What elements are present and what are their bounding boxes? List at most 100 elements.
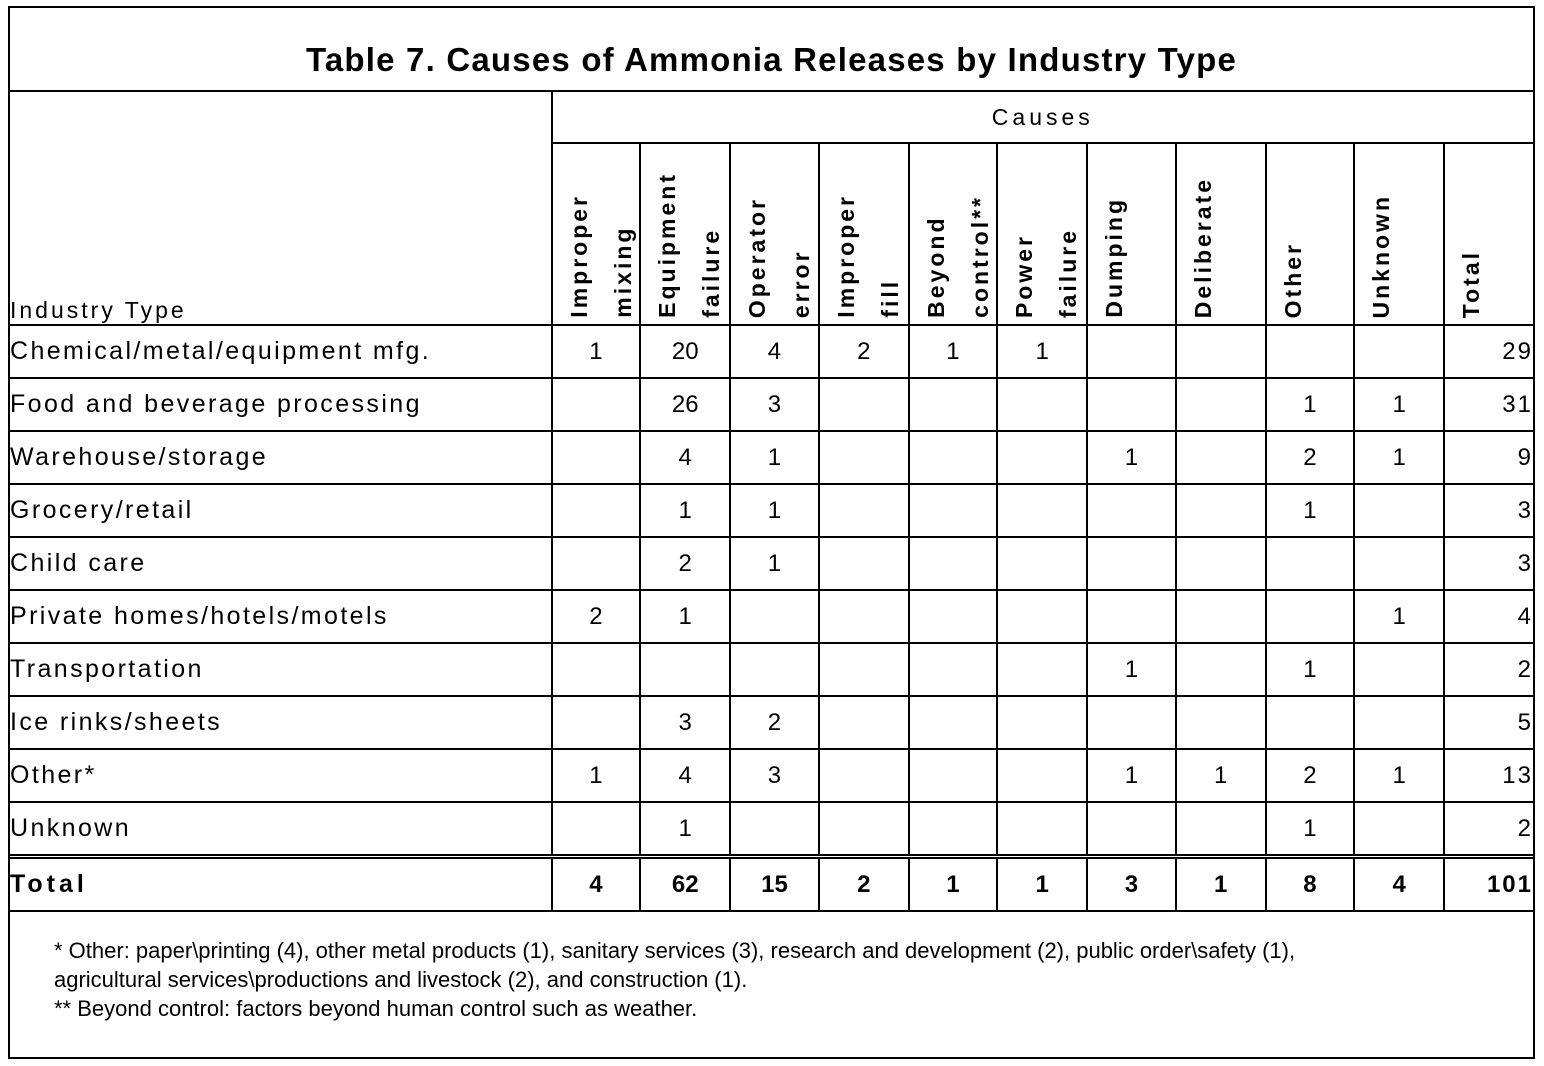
count-cell [907, 536, 999, 591]
count-cell: 1 [1353, 430, 1446, 485]
count-cell: 1 [729, 483, 820, 538]
count-cell [550, 430, 642, 485]
table-row: Ice rinks/sheets 3 2 5 [10, 695, 1533, 750]
footnote-beyond-control: ** Beyond control: factors beyond human … [54, 996, 698, 1021]
column-header-label: Deliberate [1189, 176, 1216, 318]
count-cell [1086, 589, 1177, 644]
table-body: Chemical/metal/equipment mfg. 1 20 4 2 1 1 29 Fo… [10, 324, 1533, 912]
count-cell [907, 589, 999, 644]
column-header-label: Operator error [744, 196, 815, 318]
count-cell [996, 695, 1089, 750]
column-header-deliberate: Deliberate [1174, 142, 1267, 326]
count-cell [550, 483, 642, 538]
industry-cell: Chemical/metal/equipment mfg. [10, 324, 553, 379]
industry-cell: Grocery/retail [10, 483, 553, 538]
count-cell [817, 642, 910, 697]
column-header-total: Total [1443, 142, 1533, 326]
count-cell [907, 748, 999, 803]
column-header-operator-error: Operator error [729, 142, 820, 326]
row-total-cell: 3 [1443, 536, 1533, 591]
count-cell: 1 [1086, 642, 1177, 697]
count-cell [1353, 695, 1446, 750]
count-cell: 1 [550, 748, 642, 803]
count-cell: 1 [907, 324, 999, 379]
count-cell [1086, 324, 1177, 379]
industry-cell: Other* [10, 748, 553, 803]
count-cell [907, 483, 999, 538]
count-cell [729, 642, 820, 697]
count-cell [1353, 536, 1446, 591]
count-cell: 1 [1264, 642, 1356, 697]
count-cell: 3 [729, 748, 820, 803]
count-cell [817, 483, 910, 538]
row-total-cell: 13 [1443, 748, 1533, 803]
count-cell [907, 377, 999, 432]
count-cell [817, 430, 910, 485]
column-header-label: Unknown [1368, 193, 1395, 319]
count-cell: 2 [1264, 748, 1356, 803]
count-cell [907, 801, 999, 858]
table-title: Table 7. Causes of Ammonia Releases by I… [305, 41, 1238, 78]
count-cell: 15 [729, 854, 820, 912]
count-cell [1086, 377, 1177, 432]
count-cell [1353, 324, 1446, 379]
row-total-cell: 29 [1443, 324, 1533, 379]
count-cell [996, 748, 1089, 803]
row-total-cell: 3 [1443, 483, 1533, 538]
count-cell [1264, 324, 1356, 379]
count-cell [1174, 801, 1267, 858]
count-cell [1086, 536, 1177, 591]
row-total-cell: 2 [1443, 642, 1533, 697]
row-total-cell: 5 [1443, 695, 1533, 750]
table-row: Unknown 1 1 2 [10, 801, 1533, 858]
count-cell [550, 695, 642, 750]
cause-column-headers: Improper mixing Equipment failure Operator… [10, 142, 1533, 326]
count-cell: 2 [639, 536, 732, 591]
count-cell [729, 801, 820, 858]
count-cell: 1 [907, 854, 999, 912]
count-cell [1353, 642, 1446, 697]
row-total-cell: 4 [1443, 589, 1533, 644]
table-row: Warehouse/storage 4 1 1 2 1 9 [10, 430, 1533, 485]
table-frame: Table 7. Causes of Ammonia Releases by I… [8, 6, 1535, 1059]
count-cell: 1 [1353, 377, 1446, 432]
count-cell: 1 [1264, 483, 1356, 538]
column-header-power-failure: Power failure [996, 142, 1089, 326]
industry-cell: Ice rinks/sheets [10, 695, 553, 750]
column-header-dumping: Dumping [1086, 142, 1177, 326]
count-cell [1264, 695, 1356, 750]
table-row: Private homes/hotels/motels 2 1 1 4 [10, 589, 1533, 644]
count-cell [817, 536, 910, 591]
total-row: Total 4 62 15 2 1 1 3 1 8 4 101 [10, 854, 1533, 912]
count-cell [996, 801, 1089, 858]
table-row: Transportation 1 1 2 [10, 642, 1533, 697]
count-cell [1353, 483, 1446, 538]
count-cell: 1 [1174, 748, 1267, 803]
count-cell: 1 [1086, 748, 1177, 803]
count-cell: 1 [729, 536, 820, 591]
count-cell [1086, 695, 1177, 750]
count-cell [1174, 430, 1267, 485]
count-cell [1174, 642, 1267, 697]
count-cell [1353, 801, 1446, 858]
count-cell [996, 430, 1089, 485]
column-header-label: Other [1279, 241, 1306, 318]
industry-cell: Child care [10, 536, 553, 591]
table-row: Other* 1 4 3 1 1 2 1 13 [10, 748, 1533, 803]
industry-cell: Total [10, 854, 553, 912]
count-cell: 1 [1353, 589, 1446, 644]
count-cell: 1 [1353, 748, 1446, 803]
count-cell [996, 536, 1089, 591]
column-header-label: Improper mixing [565, 194, 636, 318]
count-cell: 1 [996, 324, 1089, 379]
count-cell [1174, 324, 1267, 379]
count-cell [817, 801, 910, 858]
row-total-cell: 9 [1443, 430, 1533, 485]
column-header-improper-mixing: Improper mixing [551, 142, 642, 326]
column-header-improper-fill: Improper fill [817, 142, 910, 326]
count-cell: 1 [729, 430, 820, 485]
count-cell [1174, 589, 1267, 644]
count-cell [550, 536, 642, 591]
count-cell [1264, 536, 1356, 591]
row-total-cell: 101 [1443, 854, 1533, 912]
